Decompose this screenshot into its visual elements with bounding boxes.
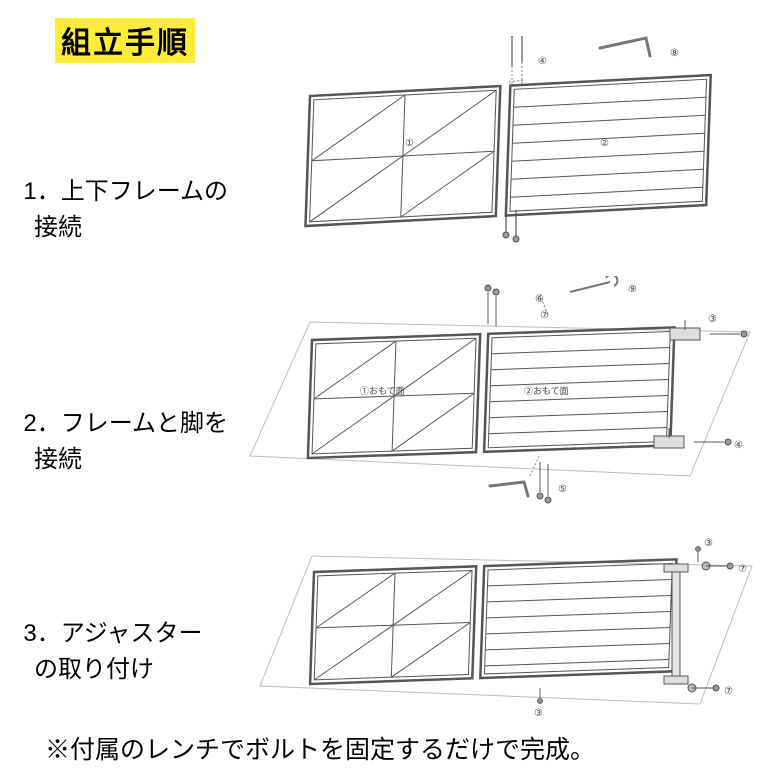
page-title: 組立手順	[55, 18, 195, 63]
svg-text:①: ①	[405, 138, 414, 149]
step-1-label: 1．上下フレームの 接続	[10, 138, 228, 246]
svg-text:②: ②	[600, 138, 609, 149]
svg-text:⑤: ⑤	[558, 484, 567, 495]
step-2-diagram: ①おもて面 ②おもて面 ⑥ ⑦ ⑨ ③ ④ ⑤	[240, 276, 760, 506]
svg-text:⑦: ⑦	[540, 310, 549, 321]
svg-text:⑥: ⑥	[535, 294, 544, 305]
svg-text:⑨: ⑨	[628, 284, 637, 295]
svg-text:⑦: ⑦	[724, 686, 733, 697]
step-1-diagram: ① ② ④ ⑧	[290, 36, 750, 256]
title-highlight: 組立手順	[55, 18, 195, 63]
panel-label-left: ①おもて面	[360, 386, 405, 396]
svg-text:⑧: ⑧	[670, 48, 679, 59]
footnote: ※付属のレンチでボルトを固定するだけで完成。	[45, 730, 595, 766]
panel-label-right: ②おもて面	[524, 386, 569, 396]
step-2-label: 2．フレームと脚を 接続	[10, 370, 228, 478]
step-3-label: 3．アジャスター の取り付け	[10, 580, 203, 688]
svg-text:③: ③	[708, 314, 717, 325]
step-3-diagram: ③ ⑦ ③ ⑦	[252, 522, 760, 722]
step-3-num: 3．	[23, 620, 60, 647]
step-2-num: 2．	[23, 410, 60, 437]
svg-text:④: ④	[538, 56, 547, 67]
svg-text:③: ③	[704, 538, 713, 549]
step-1-num: 1．	[23, 178, 60, 205]
svg-text:③: ③	[534, 708, 543, 719]
svg-text:④: ④	[734, 440, 743, 451]
svg-text:⑦: ⑦	[738, 564, 747, 575]
